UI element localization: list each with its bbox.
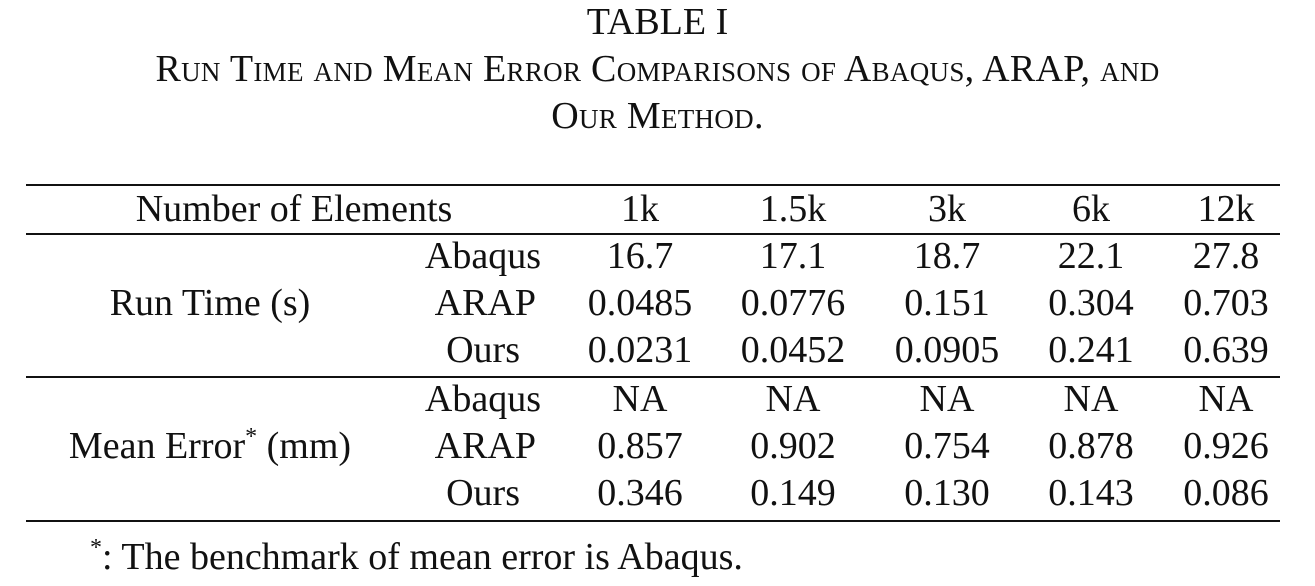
table-cell: 17.1 xyxy=(759,235,827,277)
table-cell: 0.151 xyxy=(904,282,990,324)
table-header-rule xyxy=(26,233,1280,235)
table-cell: 0.703 xyxy=(1183,282,1269,324)
table-cell: 0.0452 xyxy=(740,329,846,371)
table-cell: 16.7 xyxy=(606,235,674,277)
table-cell: NA xyxy=(765,378,821,420)
header-column-3k: 3k xyxy=(928,188,966,230)
row-method-arap: ARAP xyxy=(434,425,536,467)
group-label-mean-error: Mean Error* (mm) xyxy=(68,424,352,467)
table-cell: 18.7 xyxy=(913,235,981,277)
table-caption-line-1: Run Time and Mean Error Comparisons of A… xyxy=(155,48,1160,90)
header-column-12k: 12k xyxy=(1197,188,1255,230)
table-cell: 0.639 xyxy=(1183,329,1269,371)
header-column-1k: 1k xyxy=(621,188,659,230)
table-cell: 0.0485 xyxy=(587,282,693,324)
footnote-marker: * xyxy=(245,424,258,450)
table-cell: 27.8 xyxy=(1192,235,1260,277)
table-cell: 0.902 xyxy=(750,425,836,467)
row-method-abaqus: Abaqus xyxy=(424,378,541,420)
table-cell: NA xyxy=(919,378,975,420)
table-bottom-rule xyxy=(26,520,1280,522)
table-top-rule xyxy=(26,184,1280,186)
table-label: TABLE I xyxy=(586,1,729,43)
footnote-marker: * xyxy=(90,535,102,561)
table-cell: NA xyxy=(1198,378,1254,420)
table-cell: 0.086 xyxy=(1183,472,1269,514)
row-method-abaqus: Abaqus xyxy=(424,235,541,277)
table-cell: 22.1 xyxy=(1057,235,1125,277)
row-method-arap: ARAP xyxy=(434,282,536,324)
table-cell: 0.346 xyxy=(597,472,683,514)
row-method-ours: Ours xyxy=(446,472,520,514)
header-number-of-elements: Number of Elements xyxy=(135,188,453,230)
table-cell: 0.878 xyxy=(1048,425,1134,467)
table-cell: 0.0776 xyxy=(740,282,846,324)
table-footnote: *: The benchmark of mean error is Abaqus… xyxy=(90,535,743,578)
table-caption-line-2: Our Method. xyxy=(551,95,764,137)
footnote-text: : The benchmark of mean error is Abaqus. xyxy=(102,536,743,578)
table-cell: 0.149 xyxy=(750,472,836,514)
table-cell: 0.754 xyxy=(904,425,990,467)
group-label-unit: (mm) xyxy=(257,425,352,467)
table-cell: 0.241 xyxy=(1048,329,1134,371)
table-cell: 0.304 xyxy=(1048,282,1134,324)
table-cell: NA xyxy=(1063,378,1119,420)
table-cell: 0.926 xyxy=(1183,425,1269,467)
table-cell: 0.857 xyxy=(597,425,683,467)
table-cell: NA xyxy=(612,378,668,420)
table-group-rule xyxy=(26,376,1280,378)
table-cell: 0.0231 xyxy=(587,329,693,371)
table-cell: 0.0905 xyxy=(894,329,1000,371)
header-column-1-5k: 1.5k xyxy=(759,188,827,230)
table-cell: 0.130 xyxy=(904,472,990,514)
table-cell: 0.143 xyxy=(1048,472,1134,514)
row-method-ours: Ours xyxy=(446,329,520,371)
group-label-text: Mean Error xyxy=(68,425,246,467)
header-column-6k: 6k xyxy=(1072,188,1110,230)
group-label-run-time: Run Time (s) xyxy=(109,282,311,324)
